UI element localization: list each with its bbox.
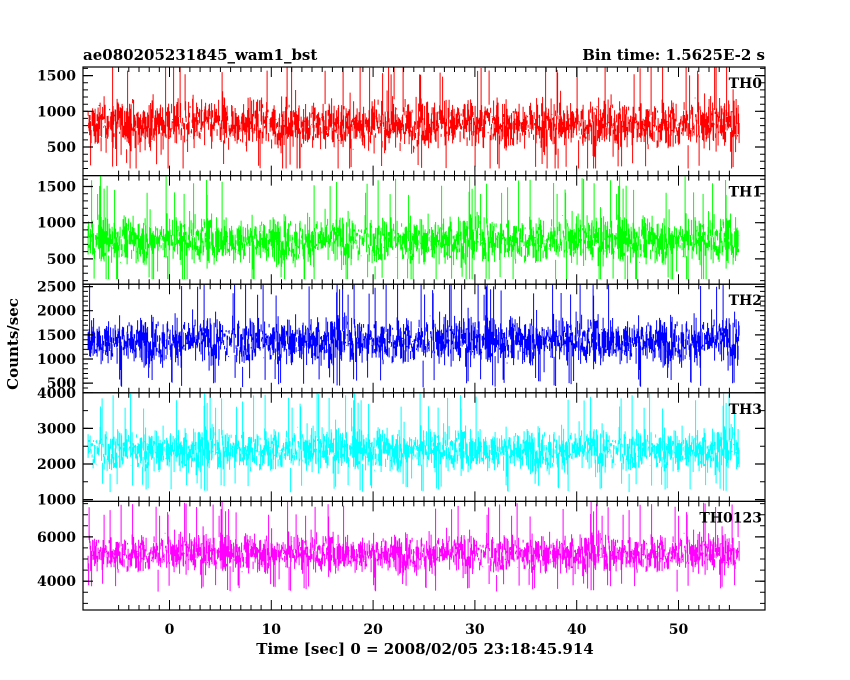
- panel-label-th0123: TH0123: [699, 510, 762, 526]
- x-tick-label-3: 30: [465, 622, 485, 638]
- x-tick-label-4: 40: [567, 622, 587, 638]
- series-th2: [87, 284, 740, 388]
- x-tick-label-0: 0: [165, 622, 175, 638]
- panel-th2: 500 1000 1500 2000 2500 TH2: [37, 280, 766, 394]
- x-tick-label-2: 20: [363, 622, 383, 638]
- panel-label-th2: TH2: [729, 293, 762, 309]
- x-ticks-th3: [118, 392, 730, 502]
- panel-label-th3: TH3: [729, 402, 762, 418]
- y-tick-label-th0-2: 1500: [37, 69, 76, 85]
- series-th3: [87, 392, 740, 493]
- series-th0: [87, 67, 740, 169]
- y-tick-label-th3-2: 3000: [37, 421, 76, 437]
- y-tick-label-th2-0: 500: [47, 376, 76, 392]
- y-tick-label-th3-0: 1000: [37, 493, 76, 509]
- x-tick-label-1: 10: [262, 622, 282, 638]
- y-tick-label-th2-3: 2000: [37, 304, 76, 320]
- panel-th3: 1000 2000 3000 4000 TH3: [37, 386, 766, 509]
- y-tick-label-th1-2: 1500: [37, 180, 76, 196]
- y-tick-label-th1-0: 500: [47, 252, 76, 268]
- panel-th1: 500 1000 1500 TH1: [37, 175, 766, 285]
- x-tick-label-5: 50: [669, 622, 689, 638]
- x-ticks-th0123: [118, 501, 730, 610]
- panel-label-th0: TH0: [729, 76, 763, 92]
- y-tick-label-th2-2: 1500: [37, 328, 76, 344]
- x-ticks-th1: [118, 175, 730, 285]
- y-tick-label-th0-1: 1000: [37, 104, 76, 120]
- y-tick-label-th2-4: 2500: [37, 280, 76, 296]
- y-tick-label-th0123-1: 6000: [37, 530, 76, 546]
- panel-th0123: 4000 6000 TH0123: [37, 500, 766, 611]
- series-th1: [87, 175, 740, 280]
- y-tick-label-th0-0: 500: [47, 140, 76, 156]
- chart-title-right: Bin time: 1.5625E-2 s: [582, 46, 765, 64]
- panel-label-th1: TH1: [729, 185, 762, 201]
- y-tick-label-th3-3: 4000: [37, 386, 76, 402]
- panel-th0: 500 1000 1500 TH0: [37, 66, 766, 177]
- y-axis-label: Counts/sec: [4, 298, 22, 390]
- chart-title-left: ae080205231845_wam1_bst: [83, 46, 317, 64]
- series-th0123: [87, 501, 740, 592]
- y-tick-label-th0123-0: 4000: [37, 574, 76, 590]
- y-tick-label-th3-1: 2000: [37, 457, 76, 473]
- y-tick-label-th2-1: 1000: [37, 352, 76, 368]
- x-ticks-th2: [118, 284, 730, 393]
- x-axis-label: Time [sec] 0 = 2008/02/05 23:18:45.914: [256, 640, 593, 658]
- y-tick-label-th1-1: 1000: [37, 216, 76, 232]
- x-ticks-th0: [118, 67, 730, 176]
